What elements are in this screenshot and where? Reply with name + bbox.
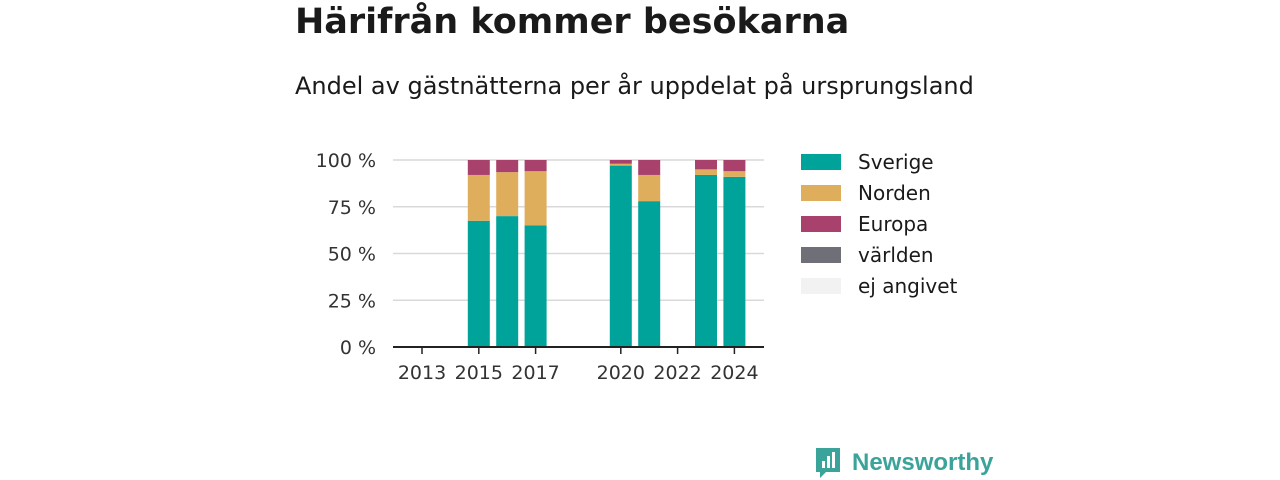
bar-segment bbox=[524, 160, 547, 172]
axis-layer: 0 % 25 % 50 % 75 % 100 % 2013 2015 2017 2020 2022… bbox=[316, 150, 764, 384]
chart-subtitle: Andel av gästnätterna per år uppdelat på… bbox=[295, 72, 974, 100]
bar-segment bbox=[496, 216, 519, 347]
x-tick-label: 2017 bbox=[511, 362, 559, 384]
legend-swatch bbox=[801, 247, 841, 263]
bar-segment bbox=[609, 163, 632, 166]
y-tick-label: 75 % bbox=[328, 197, 376, 219]
newsworthy-logo[interactable]: Newsworthy bbox=[814, 446, 993, 480]
bar-segment bbox=[609, 165, 632, 347]
bar-segment bbox=[467, 220, 490, 347]
bar-segment bbox=[496, 172, 519, 217]
bar-segment bbox=[638, 174, 661, 202]
legend-label: världen bbox=[858, 243, 934, 267]
bar-segment bbox=[638, 160, 661, 175]
legend-layer: Sverige Norden Europa världen ej angivet bbox=[801, 150, 958, 298]
y-tick-label: 100 % bbox=[316, 150, 376, 172]
y-tick-label: 25 % bbox=[328, 290, 376, 312]
x-tick-label: 2013 bbox=[398, 362, 446, 384]
stacked-bar-chart: 0 % 25 % 50 % 75 % 100 % 2013 2015 2017 2020 2022… bbox=[316, 150, 958, 384]
bar-segment bbox=[723, 171, 746, 177]
bar-segment bbox=[524, 171, 547, 226]
legend-swatch bbox=[801, 216, 841, 232]
legend-swatch bbox=[801, 185, 841, 201]
y-tick-label: 0 % bbox=[340, 337, 376, 359]
x-tick-label: 2022 bbox=[653, 362, 701, 384]
bar-segment bbox=[638, 201, 661, 347]
bar-segment bbox=[723, 176, 746, 347]
newsworthy-logo-text: Newsworthy bbox=[852, 449, 994, 476]
bars-layer bbox=[467, 160, 746, 347]
legend-swatch bbox=[801, 154, 841, 170]
bar-segment bbox=[723, 160, 746, 172]
y-tick-label: 50 % bbox=[328, 244, 376, 266]
bar-segment bbox=[467, 160, 490, 175]
bar-segment bbox=[695, 169, 717, 175]
bar-segment bbox=[496, 160, 519, 173]
legend-swatch bbox=[801, 278, 841, 294]
legend-label: ej angivet bbox=[858, 274, 958, 298]
bar-segment bbox=[524, 225, 547, 347]
legend-label: Sverige bbox=[858, 150, 934, 174]
newsworthy-logo-icon bbox=[816, 448, 840, 478]
bar-segment bbox=[695, 174, 717, 347]
chart-title: Härifrån kommer besökarna bbox=[295, 2, 850, 42]
legend-label: Norden bbox=[858, 181, 931, 205]
bar-segment bbox=[467, 174, 490, 221]
x-tick-label: 2015 bbox=[455, 362, 503, 384]
x-tick-label: 2020 bbox=[597, 362, 645, 384]
legend-label: Europa bbox=[858, 212, 928, 236]
bar-segment bbox=[609, 160, 632, 164]
bar-segment bbox=[695, 160, 717, 170]
x-tick-label: 2024 bbox=[710, 362, 758, 384]
